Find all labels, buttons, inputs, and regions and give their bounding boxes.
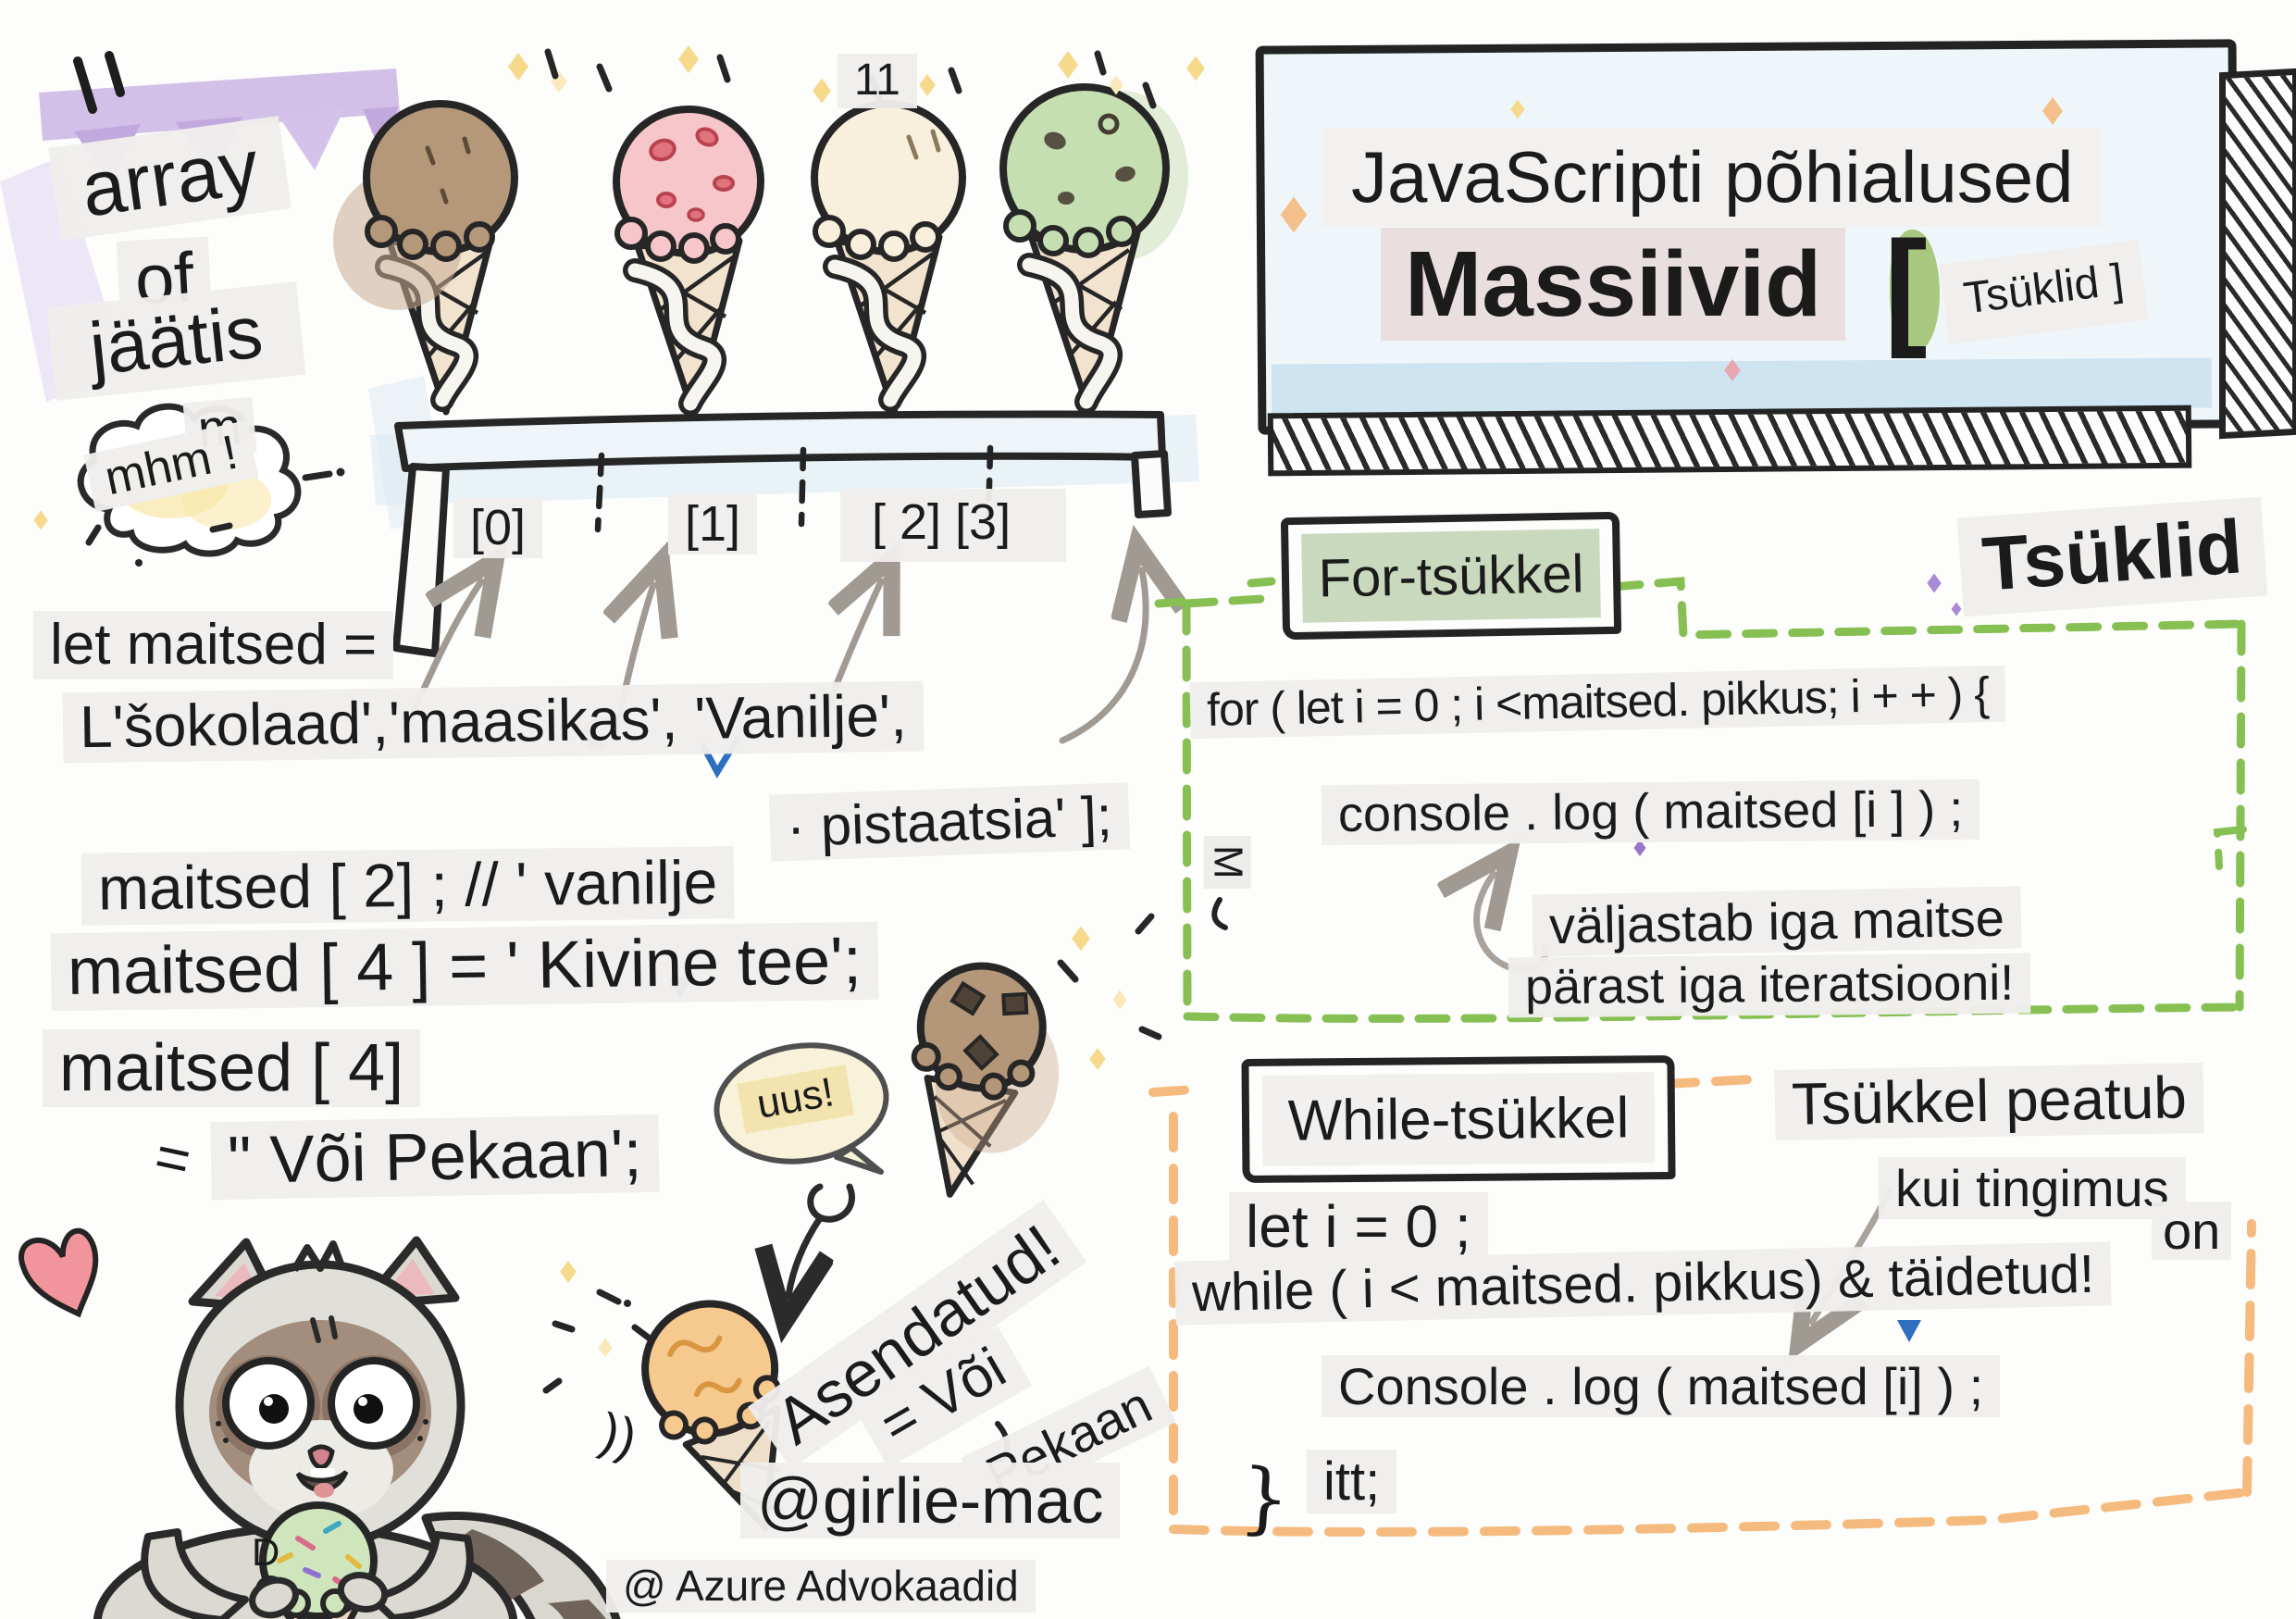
raccoon-illustration [93,1236,621,1619]
index-label-2-3: [ 2] [3] [840,489,1067,563]
code-values2: · pistaatsia' ]; [768,782,1130,862]
while-callout-line2: kui tingimus [1879,1157,2186,1220]
d-mark: D [252,1530,280,1574]
while-code-line1: let i = 0 ; [1229,1192,1488,1263]
code-assign-4: maitsed [ 4] [43,1029,421,1108]
uus-arrow [788,1183,855,1296]
banner-bracket: [ [1884,214,1928,359]
count-badge: 11 [838,54,917,108]
ice-cream-vanilla [811,100,966,416]
for-note-line1: väljastab iga maitse [1532,886,2022,957]
index-label-1: [1] [668,494,758,555]
while-code-line3: Console . log ( maitsed [i] ) ; [1322,1355,2001,1418]
loops-heading: Tsüklid [1956,496,2268,617]
code-access: maitsed [ 2] ; // ' vanilje [81,846,735,926]
while-loop-title: While-tsükkel [1261,1072,1656,1166]
code-declare: let maitsed = [33,611,394,679]
index-label-0: [0] [453,498,543,559]
ice-cream-pistachio [999,83,1188,418]
green-bracket-highlight [1890,230,1940,352]
for-loop-title: For-tsükkel [1301,529,1601,623]
org-credit: @ Azure Advokaadid [606,1560,1036,1613]
for-code-line2: console . log ( maitsed [i ] ) ; [1321,778,1980,846]
banner-subtitle: Massiivid [1381,228,1846,341]
while-closing-brace: } [1236,1451,1293,1545]
code-assign-pekaan: " Või Pekaan'; [210,1114,660,1201]
code-values1: L'šokolaad','maasikas', 'Vanilje', [62,680,925,764]
while-callout-line3: on [2152,1202,2232,1261]
author-credit: @girlie-mac [740,1463,1121,1539]
choc-chip-cone [911,962,1060,1198]
while-code-line4: itt; [1307,1450,1397,1514]
code-assign-kivine: maitsed [ 4 ] = ' Kivine tee'; [50,921,879,1012]
ice-cream-chocolate [333,100,518,416]
banner-title: JavaScripti põhialused [1323,128,2102,227]
for-m-mark: M [1204,835,1251,889]
while-callout-line1: Tsükkel peatub [1774,1062,2204,1140]
heart-icon [19,1227,99,1318]
for-note-line2: pärast iga iteratsiooni! [1508,953,2031,1018]
while-loop-title-box: While-tsükkel [1241,1054,1676,1184]
while-loop-dashed-frame [1148,1075,2256,1537]
for-loop-title-box: For-tsükkel [1280,511,1622,641]
ice-cream-strawberry [613,106,764,419]
